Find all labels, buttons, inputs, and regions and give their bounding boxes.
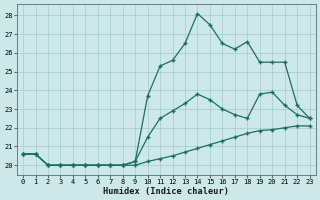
X-axis label: Humidex (Indice chaleur): Humidex (Indice chaleur) (103, 187, 229, 196)
